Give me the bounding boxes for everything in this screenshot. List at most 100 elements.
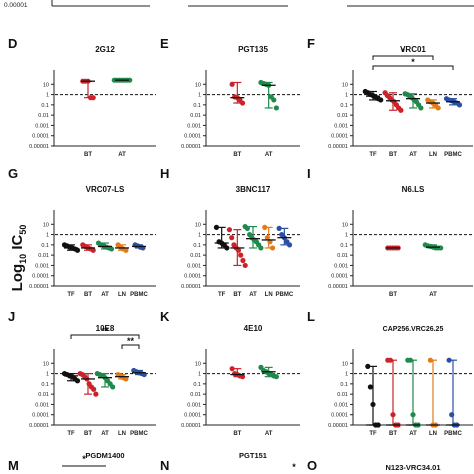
y-tick-label: 0.00001 bbox=[29, 144, 49, 150]
panel-D: D 2G12 10 1 0.1 0.01 0.001 0.0001 0.00001 BT AT bbox=[8, 36, 156, 158]
x-tick-label: AT bbox=[265, 152, 273, 158]
data-point bbox=[239, 100, 246, 106]
data-point bbox=[276, 225, 282, 231]
y-tick-label: 0.00001 bbox=[181, 144, 201, 150]
bracket-line bbox=[372, 55, 434, 60]
data-point bbox=[123, 247, 129, 253]
x-tick-label: BT bbox=[84, 292, 92, 298]
group-LN: LN bbox=[425, 97, 441, 158]
data-point bbox=[244, 225, 250, 231]
y-tick-label: 0.1 bbox=[340, 243, 348, 249]
panel-title: PGDM1400 bbox=[85, 451, 124, 460]
y-tick-label: 0.001 bbox=[187, 263, 201, 269]
y-tick-label: 10 bbox=[342, 222, 348, 228]
panel-title: N123-VRC34.01 bbox=[385, 463, 440, 472]
top-partial-tick-label: 0.00001 bbox=[4, 2, 28, 9]
group-PBMC: PBMC bbox=[130, 242, 148, 298]
x-tick-label: BT bbox=[233, 431, 241, 437]
y-tick-label: 10 bbox=[43, 361, 49, 367]
y-axis-label: Log10 IC50 bbox=[9, 225, 28, 292]
group-BT: BT bbox=[80, 78, 96, 158]
data-point bbox=[427, 357, 433, 363]
y-tick-label: 0.1 bbox=[340, 382, 348, 388]
panel-letter: I bbox=[307, 166, 311, 181]
data-point bbox=[213, 224, 220, 230]
panel-title: VRC01 bbox=[400, 45, 426, 54]
data-point bbox=[387, 357, 393, 363]
x-tick-label: AT bbox=[101, 292, 109, 298]
y-tick-label: 10 bbox=[342, 82, 348, 88]
x-tick-label: LN bbox=[118, 292, 126, 298]
group-AT: AT bbox=[405, 357, 421, 437]
x-tick-label: AT bbox=[429, 292, 437, 298]
panel-title: PGT151 bbox=[239, 451, 267, 460]
y-tick-label: 0.0001 bbox=[331, 134, 348, 140]
data-point bbox=[398, 107, 404, 113]
panel-E: E PGT135 10 1 0.1 0.01 0.001 0.0001 0.00001 BT AT bbox=[160, 36, 300, 158]
y-tick-label: 10 bbox=[43, 82, 49, 88]
panel-O: O N123-VRC34.01 bbox=[307, 458, 441, 473]
y-tick-label: 0.01 bbox=[38, 392, 49, 398]
group-PBMC: PBMC bbox=[275, 225, 294, 298]
y-tick-label: 0.1 bbox=[340, 103, 348, 109]
y-tick-label: 0.1 bbox=[41, 382, 49, 388]
y-tick-label: 0.01 bbox=[190, 253, 201, 259]
y-tick-label: 0.00001 bbox=[328, 423, 348, 429]
data-point bbox=[365, 363, 371, 369]
data-point bbox=[90, 247, 96, 253]
y-tick-label: 1 bbox=[345, 372, 348, 378]
y-tick-label: 1 bbox=[198, 233, 201, 239]
panel-title: PGT135 bbox=[238, 45, 268, 54]
data-point bbox=[456, 102, 463, 108]
x-tick-label: TF bbox=[67, 292, 75, 298]
x-tick-label: LN bbox=[429, 152, 437, 158]
group-AT: AT bbox=[94, 370, 116, 437]
group-LN: LN bbox=[115, 242, 129, 298]
y-tick-label: 0.1 bbox=[193, 243, 201, 249]
panel-letter: H bbox=[160, 166, 169, 181]
group-TF: TF bbox=[213, 224, 230, 298]
y-tick-label: 0.1 bbox=[41, 103, 49, 109]
data-point bbox=[438, 245, 444, 251]
y-tick-label: 0.001 bbox=[334, 402, 348, 408]
data-point bbox=[226, 227, 233, 233]
group-BT: BT bbox=[77, 370, 99, 437]
x-tick-label: BT bbox=[84, 431, 92, 437]
y-tick-label: 10 bbox=[342, 361, 348, 367]
y-tick-label: 0.01 bbox=[337, 392, 348, 398]
y-tick-label: 0.00001 bbox=[29, 284, 49, 290]
group-BT: BT bbox=[385, 357, 401, 437]
y-tick-label: 0.001 bbox=[35, 402, 49, 408]
y-tick-label: 0.001 bbox=[187, 123, 201, 129]
panel-letter: D bbox=[8, 36, 17, 51]
panel-N: N PGT151 * bbox=[160, 451, 296, 473]
x-tick-label: TF bbox=[369, 152, 377, 158]
panel-letter: N bbox=[160, 458, 169, 473]
group-TF: TF bbox=[61, 242, 81, 298]
x-tick-label: BT bbox=[233, 152, 241, 158]
data-point bbox=[238, 252, 244, 258]
x-tick-label: AT bbox=[409, 431, 417, 437]
y-tick-label: 0.01 bbox=[337, 113, 348, 119]
data-point bbox=[239, 374, 246, 380]
y-tick-label: 1 bbox=[198, 93, 201, 99]
panel-title: 10E8 bbox=[96, 324, 115, 333]
data-point bbox=[235, 247, 242, 253]
group-AT: AT bbox=[95, 240, 115, 298]
y-tick-label: 0.1 bbox=[41, 243, 49, 249]
data-point bbox=[378, 97, 384, 103]
group-AT: AT bbox=[422, 242, 444, 298]
x-tick-label: TF bbox=[218, 292, 226, 298]
data-point bbox=[264, 235, 270, 241]
data-point bbox=[123, 376, 129, 382]
panel-L: L CAP256.VRC26.25 10 1 0.1 0.01 0.001 0.0001 0.0… bbox=[307, 309, 473, 437]
panel-title: 2G12 bbox=[95, 45, 115, 54]
data-point bbox=[229, 366, 235, 372]
group-TF: TF bbox=[61, 370, 81, 437]
y-tick-label: 10 bbox=[43, 222, 49, 228]
y-tick-label: 0.00001 bbox=[328, 144, 348, 150]
data-point bbox=[108, 246, 115, 252]
data-point bbox=[90, 95, 96, 101]
chart-panels: D 2G12 10 1 0.1 0.01 0.001 0.0001 0.00001 BT AT E PG… bbox=[8, 36, 473, 437]
data-point bbox=[93, 391, 99, 397]
